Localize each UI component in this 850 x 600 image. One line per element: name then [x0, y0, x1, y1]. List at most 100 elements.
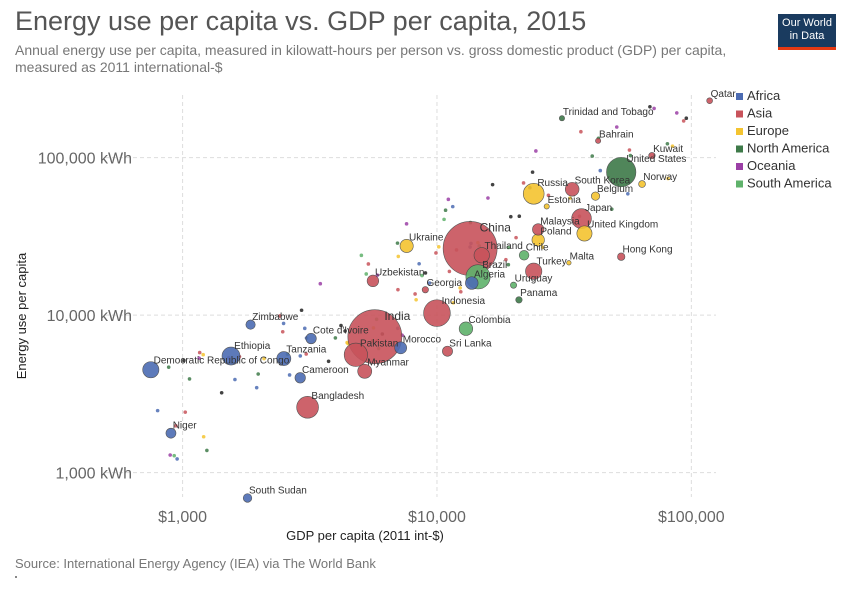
background-point [233, 377, 237, 382]
background-point [262, 356, 266, 361]
background-point [278, 314, 282, 318]
background-point [287, 373, 292, 377]
label-india: India [384, 309, 410, 323]
point-ethiopia[interactable] [221, 346, 241, 366]
background-point [674, 111, 679, 115]
label-uruguay: Uruguay [515, 273, 553, 284]
logo-line-1: Our World [782, 17, 832, 29]
owid-logo[interactable]: Our World in Data [778, 14, 836, 50]
point-thailand[interactable] [473, 247, 490, 264]
point-united-kingdom[interactable] [576, 225, 593, 242]
point-sri-lanka[interactable] [442, 345, 453, 357]
point-norway[interactable] [638, 180, 646, 188]
point-morocco[interactable] [394, 341, 407, 355]
point-georgia[interactable] [421, 286, 429, 294]
background-point [436, 245, 441, 249]
background-point [333, 336, 338, 340]
label-turkey: Turkey [537, 257, 567, 268]
point-colombia[interactable] [458, 321, 474, 336]
point-trinidad-and-tobago[interactable] [559, 115, 565, 122]
data-points[interactable] [142, 97, 713, 503]
point-cote-d-ivoire[interactable] [305, 333, 317, 345]
legend-swatch [736, 93, 743, 100]
point-chile[interactable] [518, 250, 530, 261]
label-south-sudan: South Sudan [249, 486, 307, 497]
background-point [339, 323, 343, 328]
background-point [451, 301, 456, 305]
background-point [182, 358, 186, 363]
background-point [423, 271, 428, 275]
point-turkey[interactable] [525, 262, 543, 280]
background-point [626, 191, 630, 196]
background-point [540, 245, 545, 250]
label-niger: Niger [173, 420, 198, 431]
point-russia[interactable] [522, 183, 545, 205]
background-point [187, 377, 192, 381]
point-estonia[interactable] [543, 203, 550, 210]
legend-label: Oceania [747, 158, 796, 173]
point-uruguay[interactable] [510, 281, 517, 289]
background-point [201, 352, 205, 357]
point-belgium[interactable] [591, 191, 600, 201]
point-cameroon[interactable] [294, 372, 306, 384]
label-kuwait: Kuwait [653, 144, 683, 155]
label-malta: Malta [570, 252, 595, 263]
label-hong-kong: Hong Kong [623, 245, 673, 256]
source-note: Source: International Energy Agency (IEA… [15, 556, 376, 571]
point-kuwait[interactable] [648, 152, 656, 160]
background-point [458, 286, 462, 290]
background-point [359, 253, 364, 258]
legend-item-oceania[interactable]: Oceania [736, 158, 796, 173]
point-zimbabwe[interactable] [245, 319, 256, 330]
label-colombia: Colombia [468, 315, 511, 326]
point-malta[interactable] [566, 260, 572, 266]
legend-label: Africa [747, 88, 781, 103]
legend-item-south-america[interactable]: South America [736, 176, 832, 191]
label-chile: Chile [526, 243, 549, 254]
label-poland: Poland [540, 227, 571, 238]
label-belgium: Belgium [597, 184, 633, 195]
label-bahrain: Bahrain [599, 129, 633, 140]
label-brazil: Brazil [482, 260, 507, 271]
legend-item-asia[interactable]: Asia [736, 106, 773, 121]
label-morocco: Morocco [403, 335, 442, 346]
point-niger[interactable] [165, 427, 177, 439]
point-indonesia[interactable] [423, 299, 451, 327]
point-south-sudan[interactable] [242, 493, 253, 503]
point-tanzania[interactable] [276, 351, 292, 366]
legend[interactable]: Africa Asia Europe North America Oceania Sout… [736, 88, 832, 191]
background-point [413, 292, 417, 296]
background-point [256, 372, 260, 376]
point-bahrain[interactable] [595, 137, 602, 144]
label-ethiopia: Ethiopia [234, 341, 271, 352]
background-point [304, 352, 309, 356]
point-myanmar[interactable] [357, 363, 373, 379]
label-ukraine: Ukraine [409, 232, 444, 243]
background-point [459, 289, 463, 294]
point-uzbekistan[interactable] [366, 274, 380, 287]
point-bangladesh[interactable] [296, 396, 319, 419]
point-panama[interactable] [515, 296, 523, 304]
background-point [684, 116, 689, 121]
point-qatar[interactable] [706, 97, 713, 104]
legend-item-north-america[interactable]: North America [736, 141, 830, 156]
legend-item-europe[interactable]: Europe [736, 123, 789, 138]
point-democratic-republic-of-congo[interactable] [142, 361, 160, 379]
point-pakistan[interactable] [343, 342, 368, 367]
background-point [197, 350, 202, 355]
background-point [299, 308, 304, 313]
point-algeria[interactable] [465, 276, 479, 290]
background-point [174, 423, 178, 428]
point-ukraine[interactable] [399, 239, 414, 253]
point-united-states[interactable] [606, 157, 637, 188]
background-point [254, 385, 259, 390]
label-bangladesh: Bangladesh [311, 391, 364, 402]
background-point [281, 321, 286, 326]
point-south-korea[interactable] [564, 182, 580, 197]
legend-item-africa[interactable]: Africa [736, 88, 781, 103]
background-point [670, 144, 675, 148]
label-china: China [480, 221, 512, 235]
point-hong-kong[interactable] [617, 252, 626, 261]
point-malaysia[interactable] [532, 223, 545, 236]
legend-swatch [736, 128, 743, 135]
